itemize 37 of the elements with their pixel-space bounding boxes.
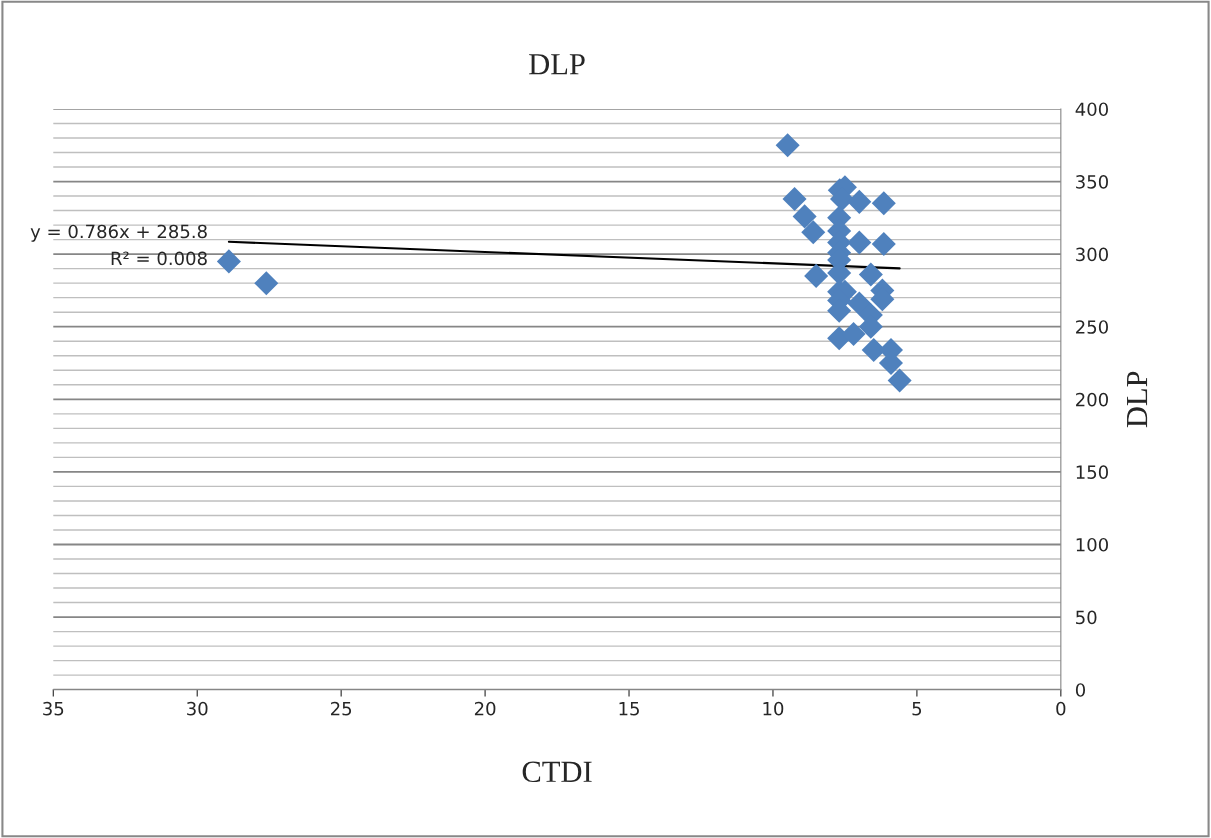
point xyxy=(847,291,872,316)
y-tick-label: 50 xyxy=(1076,610,1097,625)
annotation: R² = 0.008 xyxy=(111,251,207,266)
point xyxy=(254,271,279,296)
point xyxy=(887,368,912,393)
point xyxy=(801,220,826,245)
x-tick-label: 10 xyxy=(763,701,784,716)
y-tick-label: 400 xyxy=(1075,102,1108,117)
y-tick-label: 300 xyxy=(1076,247,1108,262)
point xyxy=(841,321,866,346)
point xyxy=(792,204,817,229)
point xyxy=(871,231,896,256)
x-tick-label: 0 xyxy=(1056,701,1066,716)
x-tick-label: 5 xyxy=(912,702,922,716)
annotation: y = 0.786x + 285.8 xyxy=(30,224,207,242)
point xyxy=(847,230,872,255)
point xyxy=(858,262,883,287)
point xyxy=(804,263,829,288)
y-tick-label: 350 xyxy=(1076,174,1108,189)
y-tick-label: 100 xyxy=(1076,537,1108,552)
y-tick-label: 0 xyxy=(1075,683,1086,697)
x-tick-label: 30 xyxy=(187,701,208,716)
y-axis-title: DLP xyxy=(1127,371,1148,428)
y-tick-label: 150 xyxy=(1076,465,1108,480)
point xyxy=(782,186,807,211)
x-tick-label: 15 xyxy=(619,702,639,716)
x-tick-label: 25 xyxy=(330,701,352,716)
y-tick-label: 200 xyxy=(1076,392,1108,407)
x-tick-label: 20 xyxy=(474,701,496,716)
chart-title: DLP xyxy=(529,54,585,75)
point xyxy=(847,189,872,214)
point xyxy=(775,133,800,158)
x-axis-title: CTDI xyxy=(522,761,592,783)
x-tick-label: 35 xyxy=(43,701,64,716)
point xyxy=(216,249,241,274)
y-tick-label: 250 xyxy=(1076,320,1108,334)
point xyxy=(871,191,896,216)
